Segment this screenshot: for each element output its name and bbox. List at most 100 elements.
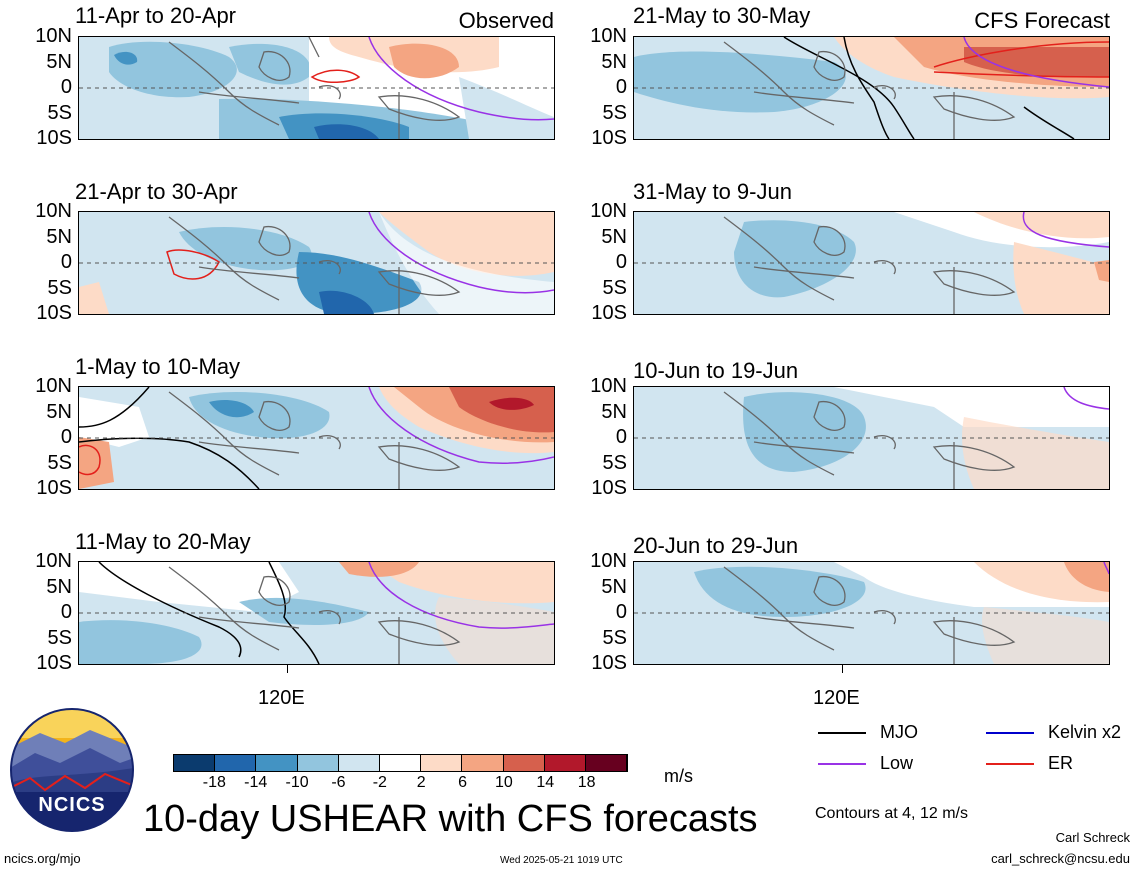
legend-item-er: ER — [986, 753, 1073, 774]
colorbar-swatch — [174, 755, 216, 771]
legend-label-mjo: MJO — [880, 722, 918, 742]
map-panel-fc-4 — [633, 561, 1110, 665]
legend-line-er — [986, 762, 1034, 765]
map-panel-fc-3 — [633, 386, 1110, 490]
lat-label: 10N — [590, 25, 627, 47]
colorbar-swatch — [462, 755, 504, 771]
legend: MJO Kelvin x2 Low ER — [818, 720, 1128, 790]
lat-label: 10S — [36, 127, 72, 149]
colorbar-swatch — [338, 755, 380, 771]
lat-label: 10S — [36, 302, 72, 324]
ncics-logo-text: NCICS — [38, 794, 106, 816]
lat-label: 10S — [591, 477, 627, 499]
map-panel-obs-2 — [78, 211, 555, 315]
colorbar-tick-label: -2 — [372, 774, 387, 791]
lat-label: 5N — [601, 225, 627, 248]
lat-label: 10N — [35, 200, 72, 222]
map-panel-fc-1 — [633, 36, 1110, 140]
colorbar-tick-label: 10 — [495, 774, 513, 791]
contours-note: Contours at 4, 12 m/s — [815, 805, 968, 822]
lat-label: 10N — [35, 25, 72, 47]
lat-label: 0 — [60, 251, 72, 273]
legend-line-mjo — [818, 731, 866, 734]
panel-title-obs-4: 11-May to 20-May — [75, 529, 251, 554]
legend-label-kelvin: Kelvin x2 — [1048, 722, 1122, 742]
footer-email[interactable]: carl_schreck@ncsu.edu — [991, 851, 1130, 866]
ncics-logo: NCICS — [10, 708, 134, 832]
forecast-heading: CFS Forecast — [974, 8, 1110, 33]
colorbar-swatch — [215, 755, 257, 771]
lat-label: 5S — [47, 101, 72, 124]
panel-title-obs-3: 1-May to 10-May — [75, 354, 241, 379]
lat-label: 10S — [591, 652, 627, 674]
lat-label: 5S — [602, 276, 627, 299]
colorbar-tick-label: -18 — [202, 774, 226, 791]
lon-tick-right — [842, 665, 843, 673]
lat-label: 5N — [46, 575, 72, 598]
footer-author: Carl Schreck — [1055, 830, 1130, 845]
legend-label-er: ER — [1048, 753, 1074, 773]
colorbar-swatch — [421, 755, 463, 771]
colorbar-tick-label: -6 — [331, 774, 346, 791]
lat-label: 5S — [602, 101, 627, 124]
footer-timestamp: Wed 2025-05-21 1019 UTC — [500, 855, 623, 866]
lat-label: 10N — [590, 550, 627, 572]
lat-label: 10N — [35, 550, 72, 572]
lat-label: 5S — [602, 451, 627, 474]
colorbar-tick-label: 14 — [536, 774, 555, 791]
lat-label: 5N — [601, 400, 627, 423]
lat-label: 5N — [46, 50, 72, 73]
colorbar-labels: -18 -14 -10 -6 -2 2 6 10 14 18 — [173, 772, 628, 792]
lat-label: 0 — [60, 76, 72, 98]
colorbar-tick-label: 6 — [458, 774, 467, 791]
panel-title-fc-4: 20-Jun to 29-Jun — [633, 533, 799, 558]
main-title: 10-day USHEAR with CFS forecasts — [143, 798, 758, 840]
legend-line-low — [818, 762, 866, 765]
lat-label: 5S — [602, 626, 627, 649]
legend-line-kelvin — [986, 731, 1034, 734]
lat-label: 10S — [591, 127, 627, 149]
lon-label-right: 120E — [813, 687, 860, 709]
colorbar-tick-label: -10 — [285, 774, 309, 791]
lat-label: 10S — [36, 477, 72, 499]
colorbar-swatch — [585, 755, 628, 771]
lat-label: 10S — [591, 302, 627, 324]
panel-title-obs-1: 11-Apr to 20-Apr — [75, 3, 237, 28]
observed-heading: Observed — [458, 8, 554, 33]
panel-title-fc-3: 10-Jun to 19-Jun — [633, 358, 799, 383]
lat-label: 0 — [615, 76, 627, 98]
lat-label: 5N — [601, 575, 627, 598]
colorbar-tick-label: 2 — [416, 774, 426, 791]
lat-label: 5S — [47, 451, 72, 474]
lat-label: 0 — [60, 601, 72, 623]
lat-label: 5N — [46, 400, 72, 423]
colorbar-swatch — [256, 755, 298, 771]
lat-label: 10N — [590, 375, 627, 397]
lon-label-left: 120E — [258, 687, 305, 709]
lat-label: 0 — [615, 251, 627, 273]
colorbar-swatch — [544, 755, 586, 771]
footer-url[interactable]: ncics.org/mjo — [4, 851, 81, 866]
legend-item-kelvin: Kelvin x2 — [986, 722, 1121, 743]
lat-label: 5S — [47, 276, 72, 299]
panel-title-fc-1: 21-May to 30-May — [633, 3, 811, 28]
legend-item-mjo: MJO — [818, 722, 918, 743]
lat-label: 5N — [46, 225, 72, 248]
lat-label: 0 — [60, 426, 72, 448]
colorbar-tick-label: 18 — [577, 774, 596, 791]
lat-label: 5S — [47, 626, 72, 649]
lon-tick-left — [287, 665, 288, 673]
lat-label: 0 — [615, 601, 627, 623]
lat-label: 5N — [601, 50, 627, 73]
map-panel-obs-1 — [78, 36, 555, 140]
lat-label: 0 — [615, 426, 627, 448]
panel-title-obs-2: 21-Apr to 30-Apr — [75, 179, 238, 204]
lat-label: 10S — [36, 652, 72, 674]
lat-label: 10N — [35, 375, 72, 397]
colorbar-swatch — [297, 755, 339, 771]
colorbar-tick-label: -14 — [244, 774, 268, 791]
legend-item-low: Low — [818, 753, 913, 774]
map-panel-obs-4 — [78, 561, 555, 665]
colorbar-unit: m/s — [664, 766, 693, 786]
lat-label: 10N — [590, 200, 627, 222]
